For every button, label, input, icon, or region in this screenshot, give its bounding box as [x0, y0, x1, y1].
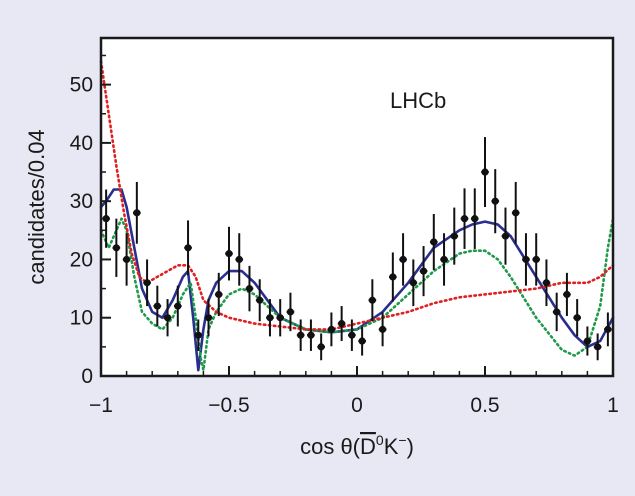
data-point [470, 188, 479, 249]
data-point [563, 272, 571, 316]
data-point [296, 319, 305, 351]
data-point [348, 319, 356, 351]
data-point [450, 207, 459, 265]
data-point [327, 312, 336, 347]
data-point [511, 181, 520, 244]
y-tick-label: 10 [70, 307, 93, 330]
data-point [153, 285, 162, 327]
y-tick-label: 50 [70, 74, 93, 97]
x-ticks: −1 −0.5 0 0.5 1 [89, 366, 619, 417]
data-point [440, 233, 448, 286]
data-point [429, 213, 438, 270]
data-point [204, 299, 213, 337]
data-point [501, 207, 510, 265]
data-point [542, 259, 551, 307]
data-point [532, 233, 541, 286]
data-point [481, 137, 489, 207]
data-point [173, 285, 182, 327]
data-point [276, 299, 285, 337]
data-point [266, 299, 274, 337]
data-point [552, 292, 561, 332]
data-point [522, 233, 530, 286]
data-point [583, 326, 592, 356]
plot-area [101, 38, 613, 376]
data-point [358, 326, 366, 356]
data-point [102, 189, 110, 248]
data-point [225, 226, 233, 281]
data-point [389, 252, 397, 302]
data-point [460, 188, 469, 249]
x-tick-label: −1 [89, 394, 113, 417]
data-point [368, 279, 377, 322]
data-point [143, 259, 151, 307]
fit-curve-3 [99, 60, 615, 331]
y-tick-label: 30 [70, 190, 93, 213]
y-tick-label: 20 [70, 248, 93, 271]
data-point [573, 299, 581, 337]
data-point [337, 306, 346, 342]
data-point [286, 292, 295, 332]
data-point [184, 220, 192, 276]
data-point [122, 233, 131, 286]
data-point [194, 319, 203, 351]
data-point [245, 265, 254, 312]
data-point [399, 233, 407, 286]
x-tick-label: 1 [607, 394, 619, 417]
y-tick-label: 40 [70, 132, 93, 155]
data-point [593, 333, 602, 361]
x-axis-label: cos θ(D0K−) [300, 432, 414, 459]
data-point [409, 259, 418, 307]
data-point [307, 319, 315, 351]
data-point [214, 272, 223, 316]
x-tick-label: −0.5 [208, 394, 249, 417]
y-tick-label: 0 [81, 365, 93, 388]
data-point [235, 233, 244, 286]
svg-text:cos θ(D0K−): cos θ(D0K−) [300, 432, 414, 459]
data-point [378, 312, 387, 347]
data-point [491, 169, 500, 234]
data-point [163, 299, 172, 337]
data-points [102, 137, 612, 361]
y-ticks: 0 10 20 30 40 50 [70, 54, 111, 388]
data-point [133, 181, 141, 244]
y-axis-label: candidates/0.04 [24, 129, 49, 284]
x-tick-label: 0.5 [470, 394, 499, 417]
data-point [255, 279, 264, 322]
data-point [604, 312, 612, 347]
annotation-lhcb: LHCb [390, 88, 446, 113]
data-point [419, 246, 428, 297]
x-tick-label: 0 [351, 394, 363, 417]
data-point [317, 333, 325, 361]
data-point [112, 218, 121, 277]
